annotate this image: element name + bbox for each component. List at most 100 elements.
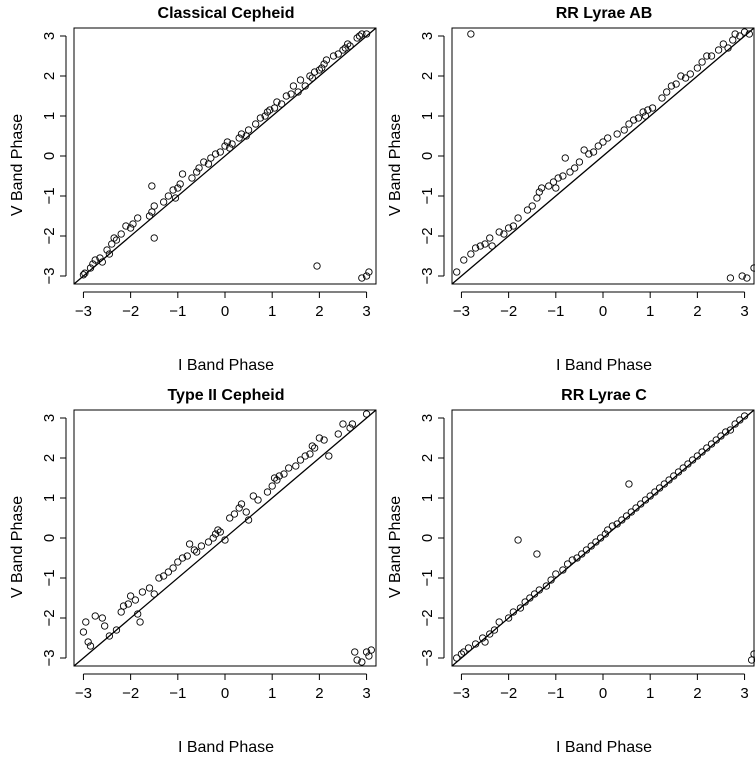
data-point	[134, 610, 142, 618]
data-point	[672, 80, 680, 88]
data-point	[625, 120, 633, 128]
data-point	[266, 106, 274, 114]
data-point	[91, 256, 99, 264]
y-tick-label: 3	[419, 414, 436, 422]
data-point	[263, 108, 272, 116]
data-point	[256, 114, 265, 122]
data-point	[112, 626, 121, 634]
y-tick-label: 1	[41, 494, 58, 502]
data-point	[625, 480, 633, 488]
data-point	[731, 420, 739, 428]
data-point	[117, 608, 125, 616]
x-axis-label: I Band Phase	[178, 357, 274, 374]
data-point	[362, 410, 371, 418]
data-point	[471, 244, 480, 252]
data-point	[89, 260, 97, 268]
y-tick-label: 2	[419, 454, 436, 462]
data-point	[207, 154, 215, 162]
panel-classical-cepheid: Classical Cepheid −3 −2 −1 0 1 2 3 −3 −2 −1 0 1 2 3 I…	[9, 5, 377, 374]
data-point	[311, 68, 319, 76]
data-point	[242, 508, 250, 516]
data-point	[486, 234, 494, 242]
data-point	[136, 618, 144, 626]
data-point	[679, 464, 687, 472]
x-tick-label: −1	[547, 303, 564, 320]
data-point	[84, 638, 92, 646]
y-tick-label: 0	[419, 534, 436, 542]
data-point	[98, 258, 106, 266]
x-tick-label: 2	[693, 303, 701, 320]
data-point	[504, 614, 513, 622]
data-point	[639, 108, 647, 116]
data-point	[488, 242, 496, 250]
data-point	[160, 198, 168, 206]
data-point	[318, 64, 326, 72]
reference-line	[451, 27, 755, 285]
data-point	[126, 592, 135, 600]
data-point	[193, 548, 201, 556]
y-tick-label: −2	[419, 227, 436, 244]
data-point	[594, 142, 602, 150]
data-point	[750, 650, 755, 658]
data-point	[535, 586, 543, 594]
data-point	[82, 618, 90, 626]
y-tick-label: 1	[41, 112, 58, 120]
data-point	[509, 608, 517, 616]
y-tick-label: −1	[41, 187, 58, 204]
data-point	[514, 214, 522, 222]
plot-frame	[451, 409, 755, 667]
data-point	[131, 596, 139, 604]
data-point	[362, 272, 371, 280]
data-point	[86, 642, 95, 650]
data-point	[145, 212, 154, 220]
y-tick-label: 3	[419, 32, 436, 40]
data-point	[112, 236, 121, 244]
data-point	[743, 274, 751, 282]
data-point	[707, 52, 716, 60]
reference-line	[73, 409, 377, 667]
y-tick-label: −3	[419, 267, 436, 284]
data-point	[552, 184, 560, 192]
data-point	[228, 140, 236, 148]
data-point	[320, 60, 328, 68]
data-point	[630, 116, 638, 124]
data-point	[150, 234, 158, 242]
data-point	[211, 530, 220, 538]
data-point	[244, 516, 253, 524]
data-point	[176, 180, 184, 188]
data-point	[101, 622, 109, 630]
data-point	[252, 120, 260, 128]
data-point	[568, 556, 576, 564]
y-tick-label: 3	[41, 32, 58, 40]
data-point	[693, 452, 702, 460]
data-point	[670, 472, 678, 480]
data-point	[294, 88, 302, 96]
y-tick-label: −3	[41, 267, 58, 284]
data-point	[613, 520, 621, 528]
data-point	[285, 464, 293, 472]
data-point	[261, 112, 269, 120]
data-point	[263, 488, 272, 496]
data-point	[108, 240, 116, 248]
x-tick-label: 2	[315, 303, 323, 320]
data-point	[523, 206, 532, 214]
x-tick-label: 0	[221, 303, 229, 320]
data-point	[200, 158, 208, 166]
y-tick-label: 0	[419, 152, 436, 160]
data-point	[587, 542, 595, 550]
data-point	[500, 230, 508, 238]
data-point	[325, 452, 333, 460]
data-point	[731, 30, 739, 38]
x-tick-label: 3	[362, 685, 370, 702]
data-point	[641, 496, 650, 504]
data-point	[533, 550, 541, 558]
data-point	[729, 36, 737, 44]
data-point	[235, 134, 243, 142]
data-point	[651, 488, 659, 496]
data-point	[486, 630, 494, 638]
data-point	[365, 652, 373, 660]
x-tick-label: 0	[599, 303, 607, 320]
data-point	[110, 234, 118, 242]
data-point	[211, 150, 220, 158]
